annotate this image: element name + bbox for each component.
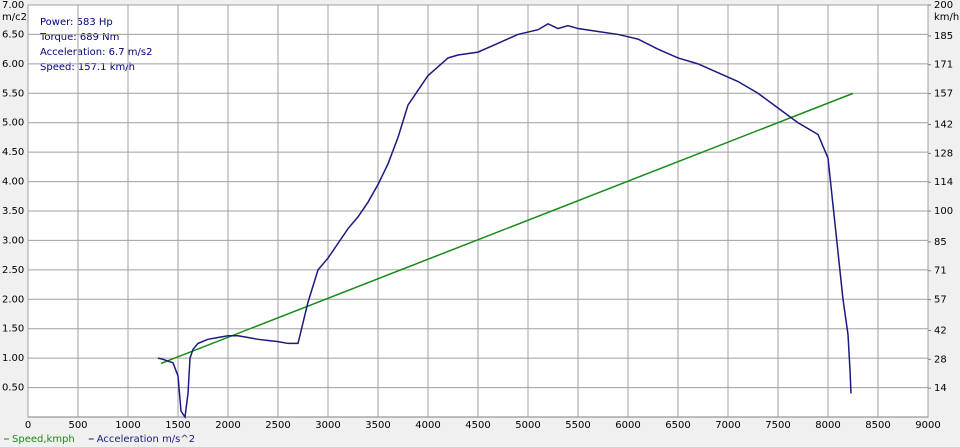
y-tick-label: 3.50 bbox=[2, 206, 24, 217]
legend-label: Speed,kmph bbox=[12, 434, 75, 445]
series-line bbox=[160, 92, 854, 365]
y-tick-label: 5.50 bbox=[2, 88, 24, 99]
y-tick-label: 4.00 bbox=[2, 177, 24, 188]
x-tick-label: 2000 bbox=[215, 420, 240, 431]
x-tick-label: 7000 bbox=[715, 420, 740, 431]
y2-unit: km/h bbox=[934, 12, 959, 23]
y-tick-label: 6.50 bbox=[2, 29, 24, 40]
x-tick-label: 4500 bbox=[465, 420, 490, 431]
y-tick-label: 2.50 bbox=[2, 265, 24, 276]
y2-tick-label: 28 bbox=[934, 354, 947, 365]
info-line: Power: 583 Hp bbox=[40, 17, 113, 28]
y-tick-label: 6.00 bbox=[2, 59, 24, 70]
y-tick-label: 3.00 bbox=[2, 235, 24, 246]
y2-tick-label: 171 bbox=[934, 60, 953, 71]
y-tick-label: 1.50 bbox=[2, 324, 24, 335]
x-tick-label: 6000 bbox=[615, 420, 640, 431]
y2-tick-label: 128 bbox=[934, 148, 953, 159]
legend-label: Acceleration m/s^2 bbox=[97, 434, 195, 445]
y-tick-label: 7.00 bbox=[2, 0, 24, 11]
x-tick-label: 3000 bbox=[315, 420, 340, 431]
x-tick-label: 9000 bbox=[915, 420, 940, 431]
y-tick-label: 1.00 bbox=[2, 353, 24, 364]
y2-tick-label: 157 bbox=[934, 89, 953, 100]
y2-tick-label: 142 bbox=[934, 119, 953, 130]
y2-tick-label: 85 bbox=[934, 237, 947, 248]
x-tick-label: 3500 bbox=[365, 420, 390, 431]
info-line: Torque: 689 Nm bbox=[39, 32, 119, 43]
y-tick-label: 5.00 bbox=[2, 118, 24, 129]
y2-tick-label: 114 bbox=[934, 177, 953, 188]
y-tick-label: 0.50 bbox=[2, 383, 24, 394]
x-tick-label: 2500 bbox=[265, 420, 290, 431]
x-tick-label: 0 bbox=[25, 420, 31, 431]
x-tick-label: 6500 bbox=[665, 420, 690, 431]
y2-tick-label: 42 bbox=[934, 325, 947, 336]
info-line: Speed: 157.1 km/h bbox=[40, 62, 135, 73]
y-tick-label: 2.00 bbox=[2, 294, 24, 305]
y2-tick-label: 71 bbox=[934, 266, 947, 277]
y-unit: m/c2 bbox=[2, 12, 27, 23]
info-box: Power: 583 Hp Torque: 689 Nm Acceleratio… bbox=[39, 17, 152, 73]
x-tick-label: 7500 bbox=[765, 420, 790, 431]
x-tick-label: 5500 bbox=[565, 420, 590, 431]
x-tick-label: 8000 bbox=[815, 420, 840, 431]
info-line: Acceleration: 6.7 m/s2 bbox=[40, 47, 152, 58]
y2-tick-label: 185 bbox=[934, 31, 953, 42]
x-tick-label: 4000 bbox=[415, 420, 440, 431]
x-tick-label: 5000 bbox=[515, 420, 540, 431]
y2-tick-label: 200 bbox=[934, 0, 953, 11]
y2-tick-label: 57 bbox=[934, 295, 947, 306]
x-tick-label: 1000 bbox=[115, 420, 140, 431]
y-tick-label: 4.50 bbox=[2, 147, 24, 158]
y2-tick-label: 100 bbox=[934, 206, 953, 217]
x-tick-label: 1500 bbox=[165, 420, 190, 431]
x-tick-label: 8500 bbox=[865, 420, 890, 431]
x-tick-label: 500 bbox=[68, 420, 87, 431]
series-line bbox=[157, 22, 852, 420]
y2-tick-label: 14 bbox=[934, 383, 947, 394]
